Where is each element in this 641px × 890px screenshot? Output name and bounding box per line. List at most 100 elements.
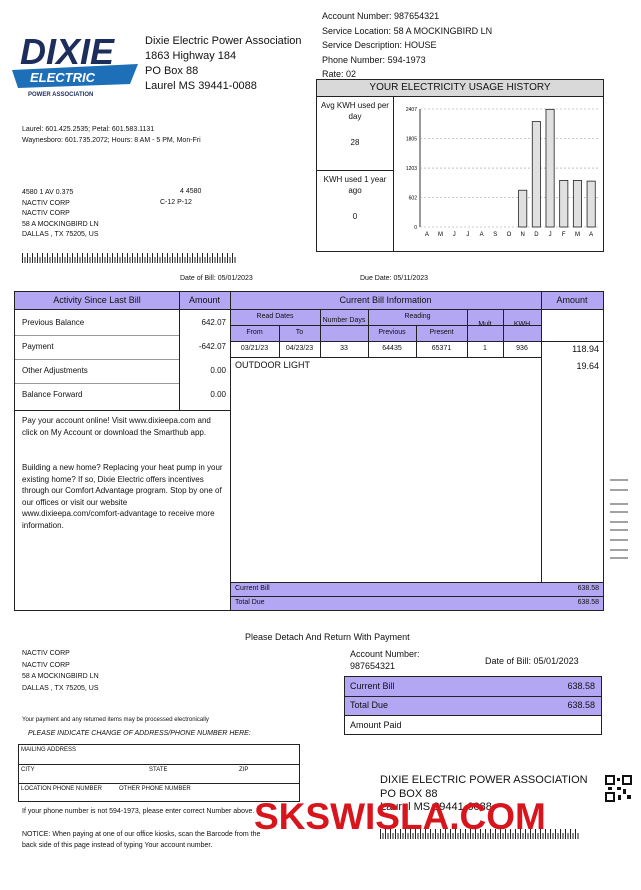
value: 638.58	[567, 700, 595, 710]
company-name: Dixie Electric Power Association	[145, 35, 302, 47]
bar	[531, 121, 541, 228]
barcode	[22, 253, 237, 263]
value: 638.58	[577, 599, 599, 606]
field: MAILING ADDRESS	[21, 747, 77, 753]
address: PO Box 88	[145, 65, 199, 77]
barcode	[380, 829, 580, 839]
outdoor-light: OUTDOOR LIGHT	[235, 360, 311, 370]
y-tick-label: 0	[414, 225, 417, 231]
line: Laurel MS 39441-0088	[380, 801, 492, 813]
avg-label: Avg KWH used per day	[321, 101, 389, 121]
note: NOTICE: When paying at one of our office…	[22, 831, 261, 849]
amount: 19.64	[576, 361, 599, 371]
value: 05/01/2023	[217, 275, 253, 282]
x-tick-label: N	[521, 232, 525, 238]
y-tick-label: 2407	[406, 107, 417, 113]
year-ago-value: 0	[352, 212, 358, 221]
label: Phone Number:	[322, 54, 386, 65]
bar	[559, 180, 569, 228]
change-note: PLEASE INDICATE CHANGE OF ADDRESS/PHONE …	[28, 730, 251, 737]
col-header: Number Days	[322, 317, 366, 324]
label: Current Bill	[235, 585, 270, 592]
phones-line: Waynesboro: 601.735.2072; Hours: 8 AM - …	[22, 137, 201, 144]
value: 05/01/2023	[533, 656, 579, 666]
col-header: Reading	[404, 313, 431, 320]
logo-tag: POWER ASSOCIATION	[28, 92, 93, 98]
label: Date of Bill:	[180, 275, 216, 282]
mail-line: NACTIV CORP	[22, 210, 70, 217]
amount-header: Amount	[556, 295, 588, 305]
message: Pay your account online! Visit www.dixie…	[22, 416, 211, 437]
reading-cell: 03/21/23	[240, 345, 269, 352]
label: Total Due	[235, 599, 265, 606]
phones-line: Laurel: 601.425.2535; Petal: 601.583.113…	[22, 126, 155, 133]
activity-label: Balance Forward	[22, 390, 83, 399]
value: 58 A MOCKINGBIRD LN	[393, 25, 493, 36]
mail-line: 58 A MOCKINGBIRD LN	[22, 673, 99, 680]
stub-box: Current Bill 638.58 Total Due 638.58 Amo…	[344, 676, 602, 735]
field: CITY	[21, 767, 35, 773]
y-tick-label: 1203	[406, 166, 417, 172]
x-tick-label: M	[438, 232, 443, 238]
reading-cell: 33	[340, 345, 348, 352]
value: 594-1973	[387, 54, 426, 65]
mail-line: NACTIV CORP	[22, 661, 70, 669]
col-header: Mult	[478, 321, 492, 328]
amount-header: Amount	[188, 295, 221, 305]
label: Current Bill	[350, 681, 395, 691]
x-tick-label: M	[575, 232, 580, 238]
x-tick-label: A	[425, 232, 429, 238]
account-row: Rate: 02	[322, 67, 492, 82]
bar	[586, 180, 596, 228]
mail-line: NACTIV CORP	[22, 650, 70, 657]
change-form: MAILING ADDRESS CITY STATE ZIP LOCATION …	[18, 744, 300, 802]
code-right: 4 4580	[180, 188, 202, 195]
qr-code	[605, 775, 632, 802]
activity-header: Activity Since Last Bill	[53, 295, 141, 305]
label: Total Due	[350, 700, 389, 710]
company-block: Dixie Electric Power Association 1863 Hi…	[145, 34, 302, 94]
x-tick-label: A	[480, 232, 484, 238]
detach: Please Detach And Return With Payment	[245, 632, 410, 642]
stub-account: Account Number: 987654321	[350, 648, 420, 672]
field: OTHER PHONE NUMBER	[119, 786, 191, 792]
row-line	[15, 383, 179, 384]
col-header: Read Dates	[256, 313, 294, 320]
x-tick-label: S	[493, 232, 497, 238]
x-tick-label: J	[549, 232, 552, 238]
processing-note: Your payment and any returned items may …	[22, 717, 209, 723]
side-marks	[610, 479, 628, 559]
activity-amount: 0.00	[210, 390, 226, 399]
activity-label: Payment	[22, 342, 54, 351]
label: Service Location:	[322, 25, 392, 36]
stub-mailing: NACTIV CORP NACTIV CORP 58 A MOCKINGBIRD…	[22, 648, 99, 694]
value: 02	[346, 69, 357, 79]
stub-date: Date of Bill: 05/01/2023	[485, 656, 579, 666]
col-header: From	[246, 329, 263, 336]
x-tick-label: O	[507, 232, 512, 238]
field: LOCATION PHONE NUMBER	[21, 786, 102, 792]
code-line: 4580 1 AV 0.375	[22, 189, 74, 196]
col-header: KWH	[513, 321, 531, 328]
activity-label: Previous Balance	[22, 318, 85, 327]
amount: 118.94	[572, 344, 599, 354]
logo-sub: ELECTRIC	[30, 70, 96, 85]
label: Account Number:	[350, 649, 420, 659]
reading-cell: 04/23/23	[285, 345, 314, 352]
address: Laurel MS 39441-0088	[145, 80, 257, 92]
label: Service Description:	[322, 40, 403, 50]
phones: Laurel: 601.425.2535; Petal: 601.583.113…	[22, 124, 201, 146]
value: HOUSE	[404, 40, 437, 50]
bill-table: Activity Since Last Bill Amount Current …	[14, 291, 604, 611]
value: 987654321	[350, 661, 396, 671]
logo: DIXIE ELECTRIC POWER ASSOCIATION	[12, 31, 138, 98]
mail-line: DALLAS , TX 75205, US	[22, 231, 99, 238]
col-header: Previous	[378, 329, 406, 336]
row-line	[15, 335, 179, 336]
activity-amount: 0.00	[210, 366, 226, 375]
label: Account Number:	[322, 11, 392, 21]
bar	[518, 189, 528, 228]
account-row: Service Location: 58 A MOCKINGBIRD LN	[322, 24, 492, 39]
avg-value: 28	[350, 138, 360, 147]
